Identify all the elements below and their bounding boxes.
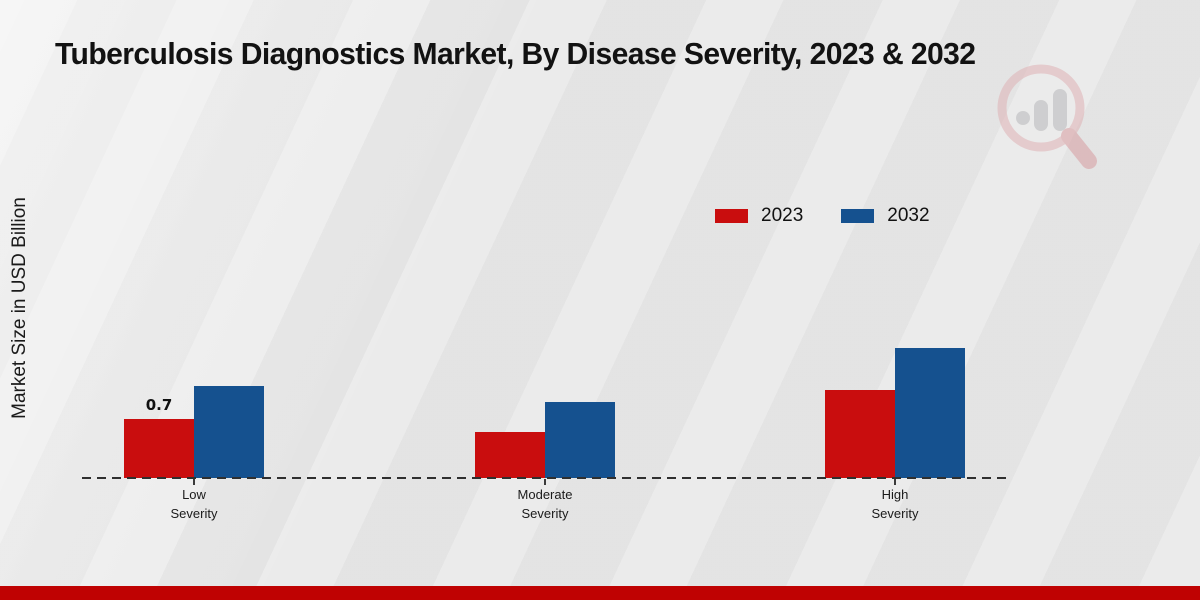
bar-2023-moderate-severity	[475, 432, 545, 478]
x-axis-tick	[544, 479, 546, 485]
legend: 2023 2032	[715, 205, 930, 227]
legend-swatch-2032	[841, 209, 875, 223]
x-axis-tick	[193, 479, 195, 485]
bar-2032-low-severity	[194, 386, 264, 478]
legend-item-2023: 2023	[715, 205, 803, 227]
legend-item-2032: 2032	[841, 205, 930, 227]
data-label-2023-low-severity: 0.7	[145, 396, 173, 414]
bar-2032-high-severity	[895, 348, 965, 478]
x-axis-label-moderate-severity: Moderate Severity	[517, 487, 573, 521]
chart-title: Tuberculosis Diagnostics Market, By Dise…	[55, 36, 976, 71]
x-axis-tick	[894, 479, 896, 485]
bar-2023-high-severity	[825, 390, 895, 478]
bar-2023-low-severity	[124, 419, 194, 478]
x-axis-label-high-severity: High Severity	[871, 487, 919, 521]
y-axis-label: Market Size in USD Billion	[9, 197, 30, 419]
legend-label-2023: 2023	[761, 205, 804, 226]
footer-accent-bar	[0, 586, 1200, 600]
bar-2032-moderate-severity	[545, 402, 615, 478]
magnifier-bar-chart-logo	[997, 64, 1097, 169]
legend-label-2032: 2032	[887, 205, 930, 226]
x-axis-label-low-severity: Low Severity	[170, 487, 218, 521]
legend-swatch-2023	[715, 209, 748, 223]
x-axis-line	[82, 477, 1007, 479]
